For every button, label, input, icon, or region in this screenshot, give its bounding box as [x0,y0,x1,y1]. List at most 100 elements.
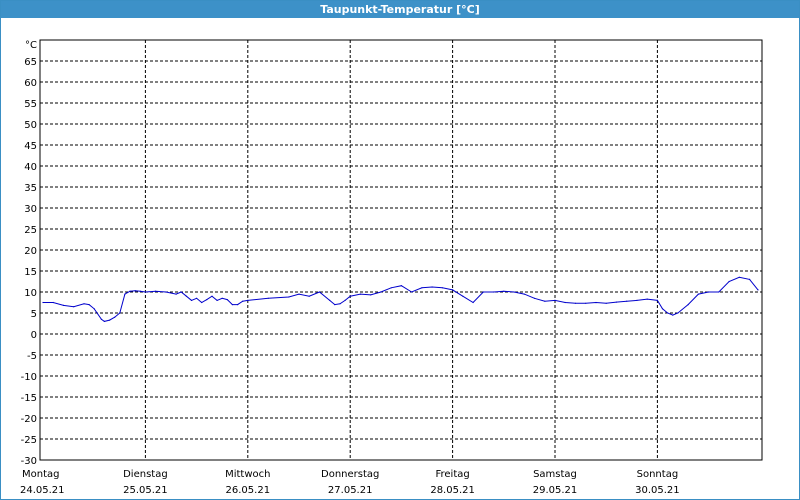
data-point [697,293,700,295]
data-point [626,300,628,302]
data-point [221,297,223,299]
data-point [646,298,648,300]
y-tick-label: 10 [24,288,37,299]
data-point [190,299,193,301]
y-axis-ticks: 65605550454035302520151050-5-10-15-20-25… [21,57,37,467]
data-point [344,299,346,301]
data-point [615,301,618,303]
y-tick-label: -25 [21,435,37,446]
y-tick-label: 55 [24,99,37,110]
y-tick-label: 60 [24,78,37,89]
series-points [42,276,759,322]
grid [40,40,762,460]
data-point [298,293,300,295]
data-point [687,304,689,306]
data-point [119,312,121,314]
data-point [452,289,454,291]
data-point [757,289,759,291]
data-point [185,295,187,297]
x-tick-date-label: 29.05.21 [533,485,578,496]
y-tick-label: 50 [24,120,37,131]
data-point [175,293,177,295]
data-point [100,318,102,320]
data-point [738,276,740,278]
data-point [52,301,54,304]
data-point [134,290,136,292]
data-point [667,312,669,314]
data-point [216,299,218,301]
data-point [247,299,249,301]
y-tick-label: -15 [21,393,37,404]
data-point [605,302,607,304]
data-point [493,291,495,293]
data-point [139,290,141,292]
data-point [211,295,213,297]
y-tick-label: 25 [24,225,37,236]
data-point [267,297,269,299]
data-point [103,320,105,322]
data-point [196,297,198,299]
data-point [242,300,244,302]
data-point [554,299,556,301]
data-point [226,299,228,301]
data-point [672,314,674,316]
x-tick-day-label: Donnerstag [321,469,379,480]
data-point [370,294,372,296]
data-point [180,291,182,293]
y-tick-label: -10 [21,372,37,383]
data-point [93,308,95,310]
x-tick-day-label: Sonntag [637,469,679,480]
data-point [62,304,65,306]
data-point [308,295,310,297]
y-unit-label: °C [25,40,37,51]
data-point [165,291,167,293]
data-point [144,291,146,293]
data-point [533,297,536,299]
y-tick-label: 0 [31,330,37,341]
data-point [503,290,505,292]
data-point [544,300,546,302]
data-point [42,301,44,304]
data-point [431,286,433,288]
data-point [677,312,679,314]
y-tick-label: -30 [21,456,37,467]
data-point [482,291,484,293]
x-tick-date-label: 30.05.21 [635,485,680,496]
data-point [349,295,351,297]
x-tick-day-label: Freitag [435,469,469,480]
x-tick-date-label: 26.05.21 [226,485,271,496]
x-tick-day-label: Dienstag [123,469,168,480]
data-point [728,280,730,283]
y-tick-label: -5 [27,351,37,362]
data-point [339,303,341,305]
y-tick-label: 40 [24,162,37,173]
data-point [83,303,85,305]
data-point [334,304,336,306]
data-point [380,291,382,293]
data-point [421,287,423,289]
data-point [656,299,659,301]
data-point [441,287,443,289]
data-point [595,301,597,304]
data-point [359,293,361,295]
x-tick-date-label: 28.05.21 [430,485,475,496]
data-point [390,287,392,289]
data-point [318,291,321,293]
x-tick-day-label: Samstag [533,469,577,480]
data-point [109,319,111,321]
data-point [564,301,566,304]
y-tick-label: 5 [31,309,37,320]
data-point [400,285,402,287]
data-point [237,304,239,306]
data-point [574,302,577,304]
data-point [124,293,126,295]
y-tick-label: 20 [24,246,37,257]
data-point [73,306,75,308]
data-point [661,308,664,310]
x-tick-date-label: 24.05.21 [20,485,65,496]
data-point [636,299,638,301]
data-point [585,302,587,304]
y-tick-label: 65 [24,57,37,68]
data-point [129,290,131,292]
x-axis-ticks: Montag 24.05.21 Dienstag 25.05.21 Mittwoch 26… [20,469,680,496]
